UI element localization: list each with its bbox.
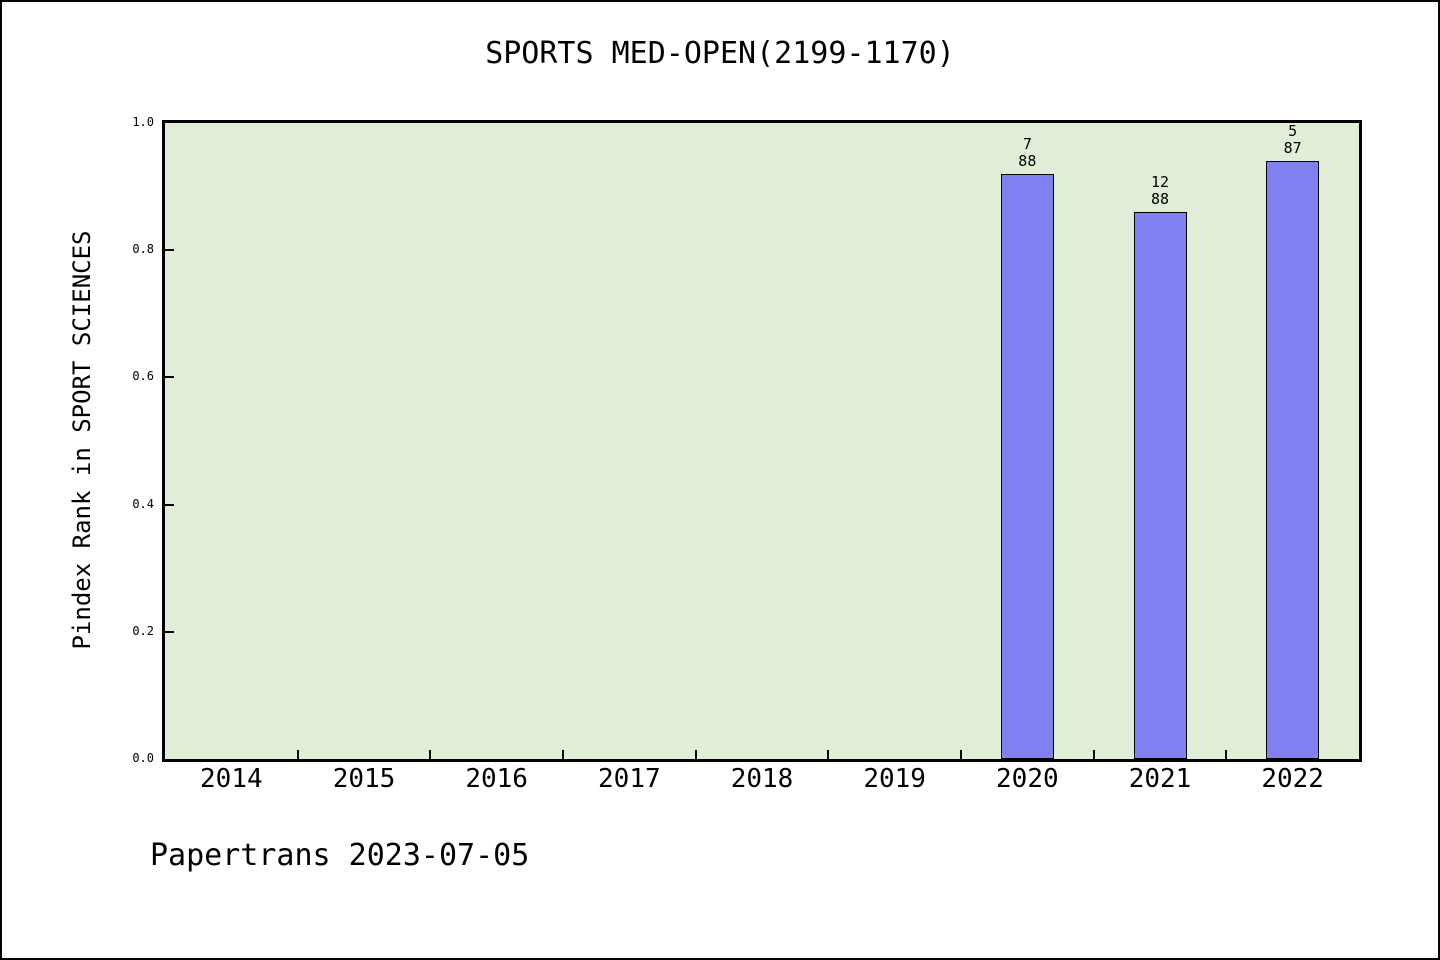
- x-tick-label: 2018: [730, 764, 794, 794]
- x-tick-mark: [827, 750, 830, 759]
- y-tick-label: 1.0: [132, 115, 154, 129]
- x-tick-label: 2015: [332, 764, 396, 794]
- bar: [1134, 212, 1187, 759]
- y-tick-label: 0.0: [132, 751, 154, 765]
- x-tick-label: 2022: [1261, 764, 1324, 794]
- x-tick-label: 2019: [863, 764, 926, 794]
- x-tick-mark: [960, 750, 962, 759]
- bar-annotation-rank: 5: [1288, 122, 1298, 141]
- y-tick-label: 0.6: [132, 369, 154, 384]
- bar: [1001, 173, 1054, 759]
- x-tick-label: 2016: [465, 764, 528, 794]
- y-tick-label: 0.2: [132, 623, 154, 638]
- x-tick-mark: [694, 750, 697, 759]
- y-tick-mark: [165, 503, 174, 506]
- bar-annotation-rank: 12: [1150, 173, 1170, 192]
- y-axis-label: Pindex Rank in SPORT SCIENCES: [68, 230, 96, 650]
- x-tick-label: 2014: [200, 764, 263, 794]
- y-tick-label: 0.8: [132, 242, 154, 257]
- x-tick-mark: [1225, 750, 1228, 759]
- bar-annotation-rank: 7: [1022, 134, 1032, 153]
- x-tick-mark: [296, 750, 299, 759]
- y-tick-label: 0.4: [132, 496, 154, 511]
- bar-annotation-total: 88: [1150, 190, 1170, 209]
- bar-annotation: 7 88: [977, 134, 1077, 170]
- bar-annotation: 5 87: [1243, 123, 1343, 157]
- x-tick-label: 2021: [1128, 764, 1192, 794]
- y-tick-mark: [165, 376, 174, 379]
- bar-annotation-total: 87: [1283, 139, 1302, 158]
- x-tick-mark: [429, 750, 432, 759]
- y-tick-mark: [165, 630, 174, 633]
- footer-text: Papertrans 2023-07-05: [150, 838, 530, 873]
- x-tick-label: 2017: [598, 764, 661, 794]
- chart-title: SPORTS MED-OPEN(2199-1170): [485, 36, 955, 71]
- bar-annotation: 12 88: [1110, 174, 1210, 208]
- x-tick-mark: [1092, 750, 1095, 759]
- x-tick-label: 2020: [996, 764, 1059, 794]
- bar-annotation-total: 88: [1018, 151, 1037, 170]
- x-tick-mark: [562, 750, 564, 759]
- bar: [1266, 161, 1319, 759]
- y-tick-mark: [165, 249, 174, 252]
